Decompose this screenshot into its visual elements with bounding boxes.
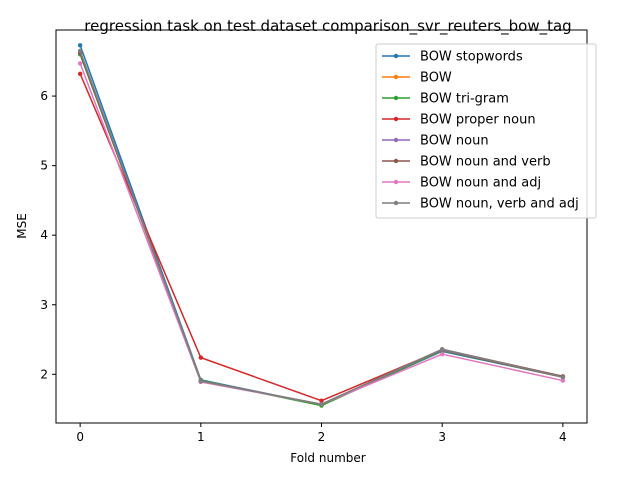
x-tick-label: 3: [438, 430, 446, 444]
chart-title: regression task on test dataset comparis…: [84, 17, 571, 36]
series-lines: [77, 43, 566, 408]
y-tick-label: 6: [40, 89, 48, 103]
data-point: [439, 351, 445, 357]
legend-swatch-marker: [393, 200, 399, 206]
legend-swatch-marker: [393, 95, 399, 101]
y-tick-label: 4: [40, 228, 48, 242]
x-axis-label: Fold number: [290, 451, 365, 465]
data-point: [77, 43, 83, 48]
legend-item: BOW: [382, 71, 452, 86]
legend-label: BOW noun: [420, 134, 489, 149]
legend-swatch-marker: [393, 179, 399, 185]
legend-swatch-marker: [393, 158, 399, 164]
legend-label: BOW noun, verb and adj: [420, 197, 579, 212]
data-point: [198, 379, 204, 384]
x-tick-label: 1: [197, 430, 205, 444]
legend-label: BOW noun and adj: [420, 176, 541, 191]
x-tick-label: 2: [318, 430, 326, 444]
legend-label: BOW noun and verb: [420, 155, 551, 170]
legend: BOW stopwords BOW BOW tri-gram BOW proper n…: [375, 43, 597, 219]
legend-swatch-marker: [393, 74, 399, 80]
data-point: [319, 402, 324, 407]
legend-swatch-marker: [393, 53, 399, 59]
data-point: [560, 374, 566, 380]
legend-item: BOW noun, verb and adj: [382, 197, 579, 212]
y-tick-label: 3: [40, 298, 48, 312]
series-bow-noun-verb-and-adj: [77, 48, 566, 407]
legend-label: BOW stopwords: [420, 50, 523, 65]
legend-item: BOW noun and adj: [382, 176, 541, 191]
legend-box: [375, 43, 597, 219]
legend-item: BOW proper noun: [382, 113, 536, 128]
y-tick-label: 5: [40, 159, 48, 173]
legend-label: BOW: [420, 71, 452, 86]
x-tick-label: 4: [559, 430, 567, 444]
legend-item: BOW stopwords: [382, 50, 523, 65]
data-point: [439, 347, 445, 352]
data-point: [77, 61, 83, 66]
legend-swatch-marker: [393, 137, 399, 143]
legend-item: BOW tri-gram: [382, 92, 509, 107]
legend-label: BOW proper noun: [420, 113, 536, 128]
legend-item: BOW noun and verb: [382, 155, 551, 170]
legend-item: BOW noun: [382, 134, 489, 149]
data-point: [77, 71, 83, 77]
y-axis-ticks: 2 3 4 5 6: [40, 89, 56, 381]
y-axis-label: MSE: [15, 213, 29, 239]
data-point: [319, 398, 324, 403]
x-axis-ticks: 0 1 2 3 4: [76, 423, 567, 444]
data-point: [560, 378, 566, 383]
legend-swatch-marker: [393, 116, 399, 122]
data-point: [77, 48, 83, 54]
data-point: [198, 355, 204, 360]
y-tick-label: 2: [40, 367, 48, 381]
x-tick-label: 0: [76, 430, 84, 444]
legend-label: BOW tri-gram: [420, 92, 509, 107]
